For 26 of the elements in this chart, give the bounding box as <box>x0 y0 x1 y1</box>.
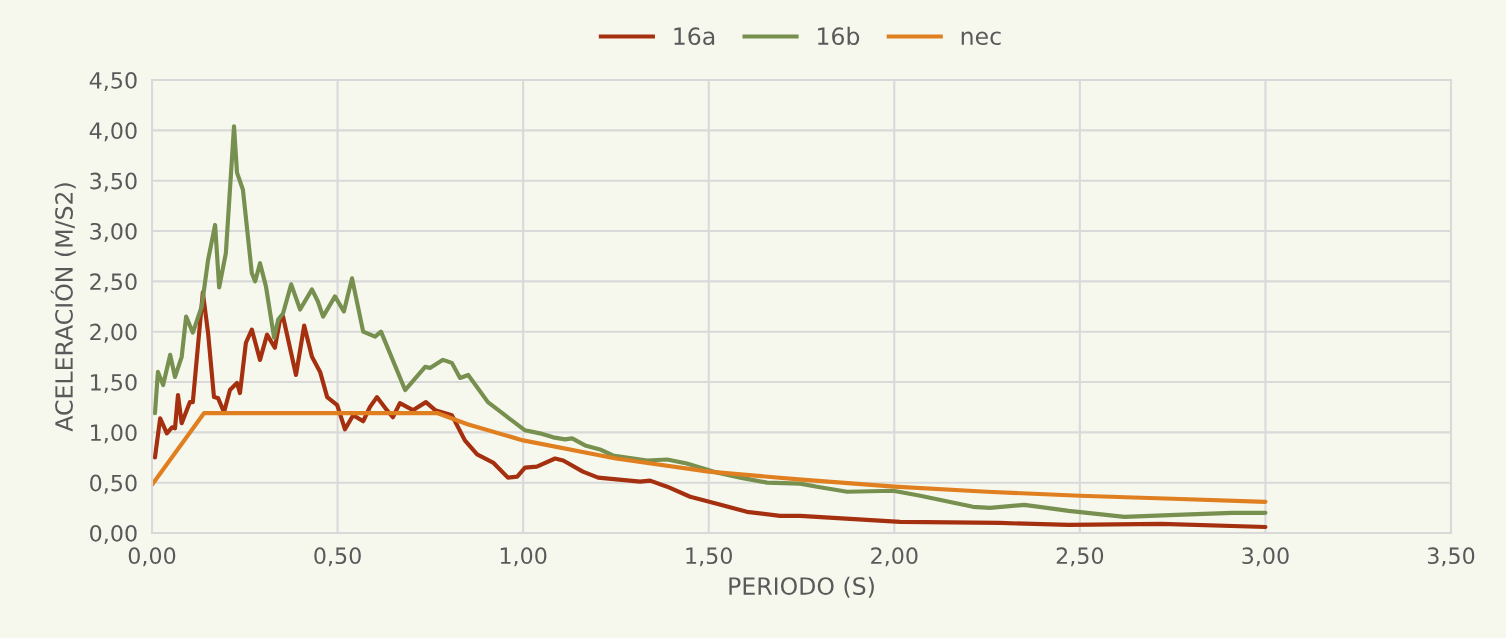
y-tick-label: 1,50 <box>91 373 137 394</box>
legend-label: 16b <box>818 26 860 46</box>
x-tick-label: 0,00 <box>128 547 176 567</box>
x-tick-label: 1,50 <box>686 547 732 567</box>
x-tick-label: 2,00 <box>871 547 918 567</box>
y-tick-label: 2,50 <box>90 273 137 293</box>
x-tick-label: 1,00 <box>500 547 547 567</box>
x-tick-label: 0,50 <box>314 547 361 567</box>
line-series <box>152 124 1268 519</box>
y-tick-label: 4,50 <box>89 71 137 92</box>
legend-label: nec <box>961 31 1001 46</box>
y-tick-label: 0,00 <box>90 524 137 545</box>
x-tick-label: 3,50 <box>1427 547 1475 567</box>
y-tick-label: 1,00 <box>91 424 137 444</box>
y-tick-label: 4,00 <box>89 122 137 142</box>
line-series <box>152 290 1268 530</box>
y-tick-label: 2,00 <box>90 323 137 343</box>
x-axis-title: PERIODO (S) <box>729 576 874 598</box>
y-tick-label: 3,50 <box>90 172 137 192</box>
y-axis-title: ACELERACIÓN (M/S2) <box>50 183 76 432</box>
y-tick-label: 3,00 <box>90 222 137 243</box>
y-tick-label: 0,50 <box>90 474 137 494</box>
x-tick-label: 2,50 <box>1056 547 1104 567</box>
line-series <box>152 411 1268 504</box>
legend-label: 16a <box>674 27 715 46</box>
x-tick-label: 3,00 <box>1242 547 1289 567</box>
